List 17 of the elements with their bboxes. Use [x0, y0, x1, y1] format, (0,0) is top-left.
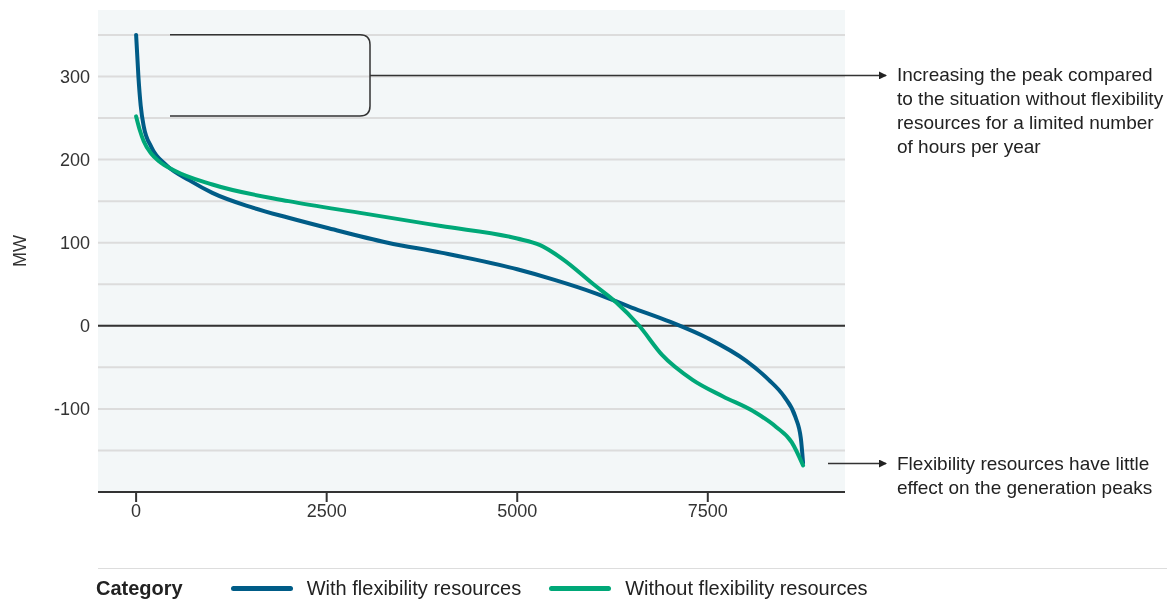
x-tick-label: 5000	[497, 500, 538, 521]
y-tick-label: 200	[59, 149, 90, 170]
y-tick-label: 100	[59, 233, 90, 254]
y-axis-title: MW	[10, 235, 31, 267]
x-tick-label: 2500	[306, 500, 347, 521]
text: Flexibility resources have little effect on the generation peaks	[897, 451, 1154, 500]
y-tick-label: 300	[59, 66, 90, 87]
line-series	[134, 32, 806, 465]
line-series	[134, 114, 806, 468]
y-tick-label: 0	[79, 316, 90, 337]
x-tick-label: 7500	[687, 500, 728, 521]
text: Increasing the peak compared to the situation without flexibility resources for a limited number of hours per year	[897, 63, 1165, 160]
x-tick-label: 0	[131, 500, 142, 521]
legend-label: Without flexibility resources	[625, 577, 868, 600]
y-tick-label: -100	[53, 399, 90, 420]
legend-label: With flexibility resources	[306, 577, 522, 600]
legend-title: Category	[96, 577, 183, 600]
